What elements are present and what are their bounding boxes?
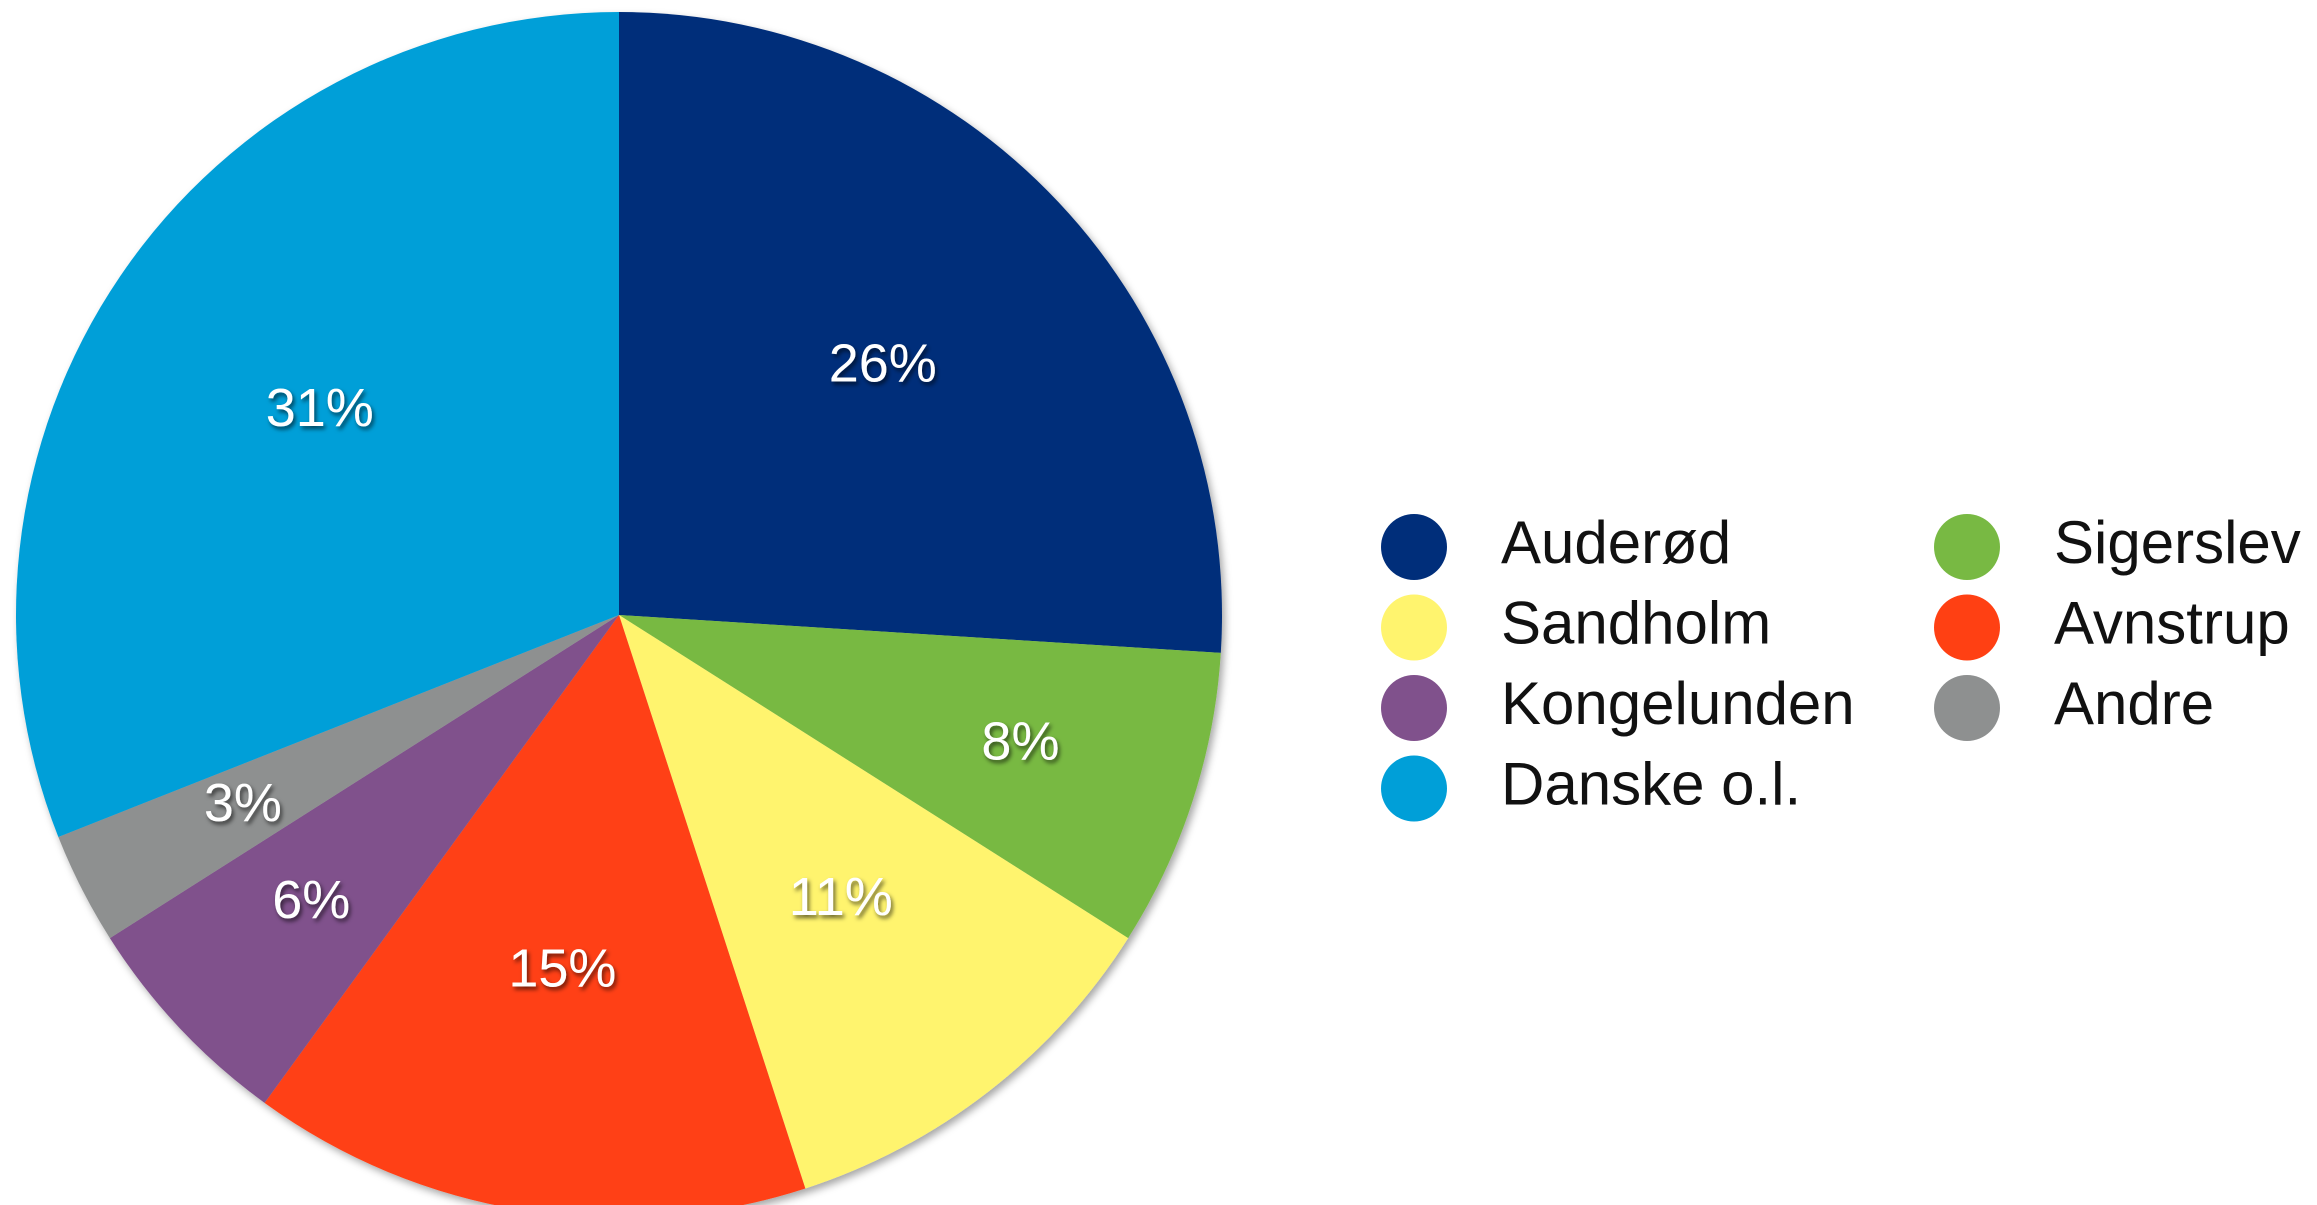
legend: Auderød Sigerslev Sandholm Avnstrup Kongelun… xyxy=(1381,509,2301,822)
legend-swatch xyxy=(1381,514,1447,580)
pie-slice xyxy=(15,12,620,837)
legend-swatch xyxy=(1934,675,2000,741)
pie-slice xyxy=(264,615,806,1205)
pie xyxy=(15,12,1222,1205)
legend-label: Sandholm xyxy=(1501,589,1771,656)
legend-label: Auderød xyxy=(1501,509,1731,576)
pie-slice xyxy=(109,615,619,1103)
legend-label: Andre xyxy=(2054,670,2214,737)
data-label: 15% xyxy=(508,939,616,999)
pie-slice xyxy=(619,615,1129,1189)
data-label: 3% xyxy=(204,773,282,833)
legend-label: Kongelunden xyxy=(1501,670,1855,737)
pie-slice xyxy=(619,615,1221,939)
legend-label: Sigerslev xyxy=(2054,509,2301,576)
data-label: 11% xyxy=(789,867,893,927)
legend-swatch xyxy=(1381,755,1447,822)
pie-slice xyxy=(619,12,1222,653)
data-labels: 26% 8% 11% 15% 6% 3% 31% xyxy=(204,334,1060,999)
legend-label: Danske o.l. xyxy=(1501,750,1801,817)
legend-swatch xyxy=(1381,675,1447,741)
pie-slice xyxy=(58,615,619,939)
data-label: 6% xyxy=(272,870,350,930)
data-label: 26% xyxy=(829,334,937,394)
legend-swatch xyxy=(1381,594,1447,661)
legend-swatch xyxy=(1934,594,2000,661)
data-label: 31% xyxy=(266,378,374,438)
legend-swatch xyxy=(1934,514,2000,580)
data-label: 8% xyxy=(981,712,1059,772)
legend-label: Avnstrup xyxy=(2054,589,2290,656)
